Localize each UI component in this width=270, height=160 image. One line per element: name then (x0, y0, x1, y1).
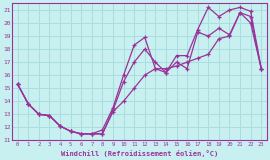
X-axis label: Windchill (Refroidissement éolien,°C): Windchill (Refroidissement éolien,°C) (61, 150, 218, 156)
